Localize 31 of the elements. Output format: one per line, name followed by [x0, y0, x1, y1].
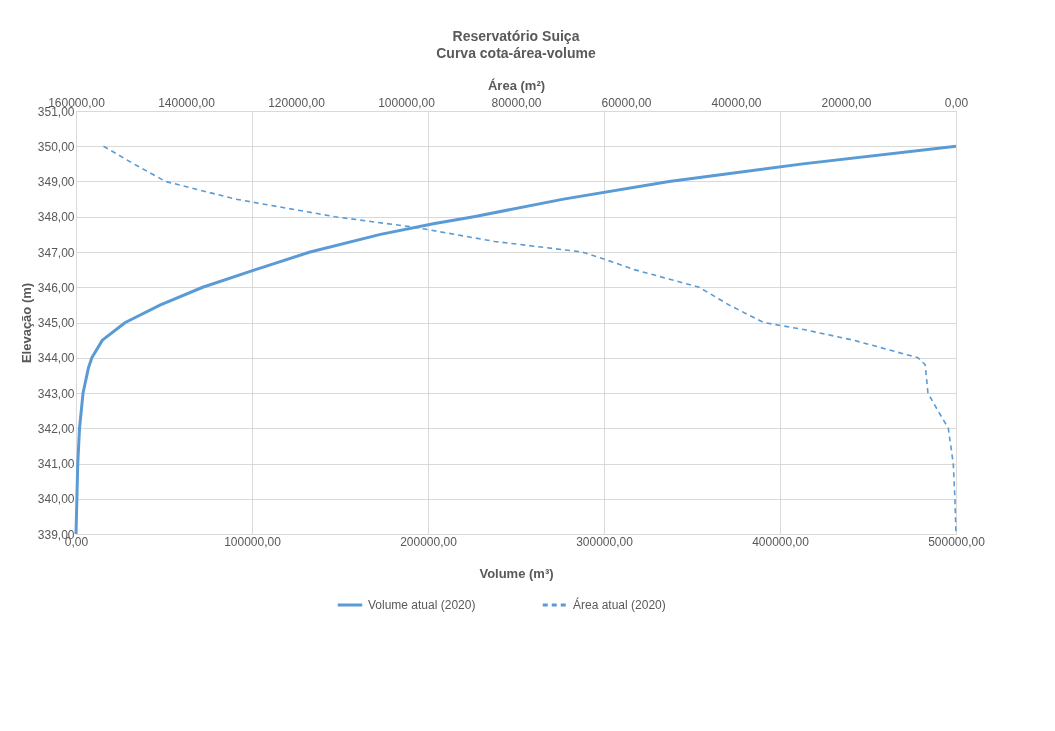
x-axis-title: Volume (m³) [479, 565, 554, 581]
x2-tick-label: 80000,00 [491, 95, 542, 110]
legend-label: Volume atual (2020) [368, 598, 476, 612]
x2-axis-title: Área (m²) [487, 77, 546, 93]
y-tick-label: 341,00 [37, 457, 75, 471]
y-tick-label: 345,00 [37, 316, 75, 330]
chart-subtitle: Curva cota-área-volume [436, 45, 596, 61]
legend-label: Área atual (2020) [573, 597, 666, 612]
chart-title: Reservatório Suiça [452, 28, 580, 44]
y-axis-title: Elevação (m) [18, 282, 34, 364]
x2-tick-label: 120000,00 [268, 95, 326, 110]
y-tick-label: 350,00 [37, 139, 75, 154]
y-tick-label: 347,00 [37, 245, 75, 260]
y-tick-label: 348,00 [37, 210, 75, 225]
y-tick-label: 343,00 [37, 386, 75, 401]
x2-tick-label: 100000,00 [378, 95, 436, 110]
y-tick-label: 344,00 [37, 351, 75, 366]
x2-tick-label: 60000,00 [601, 95, 652, 110]
y-tick-label: 342,00 [37, 421, 75, 436]
x2-tick-label: 40000,00 [711, 95, 762, 110]
x2-tick-label: 20000,00 [821, 95, 872, 110]
x2-tick-label: 140000,00 [158, 95, 216, 110]
y-tick-label: 346,00 [37, 280, 75, 295]
x-tick-label: 300000,00 [576, 534, 634, 549]
x-tick-label: 400000,00 [752, 534, 810, 549]
x-tick-label: 200000,00 [400, 534, 458, 549]
x-tick-label: 500000,00 [928, 534, 986, 549]
y-tick-label: 349,00 [37, 175, 75, 189]
y-tick-label: 340,00 [37, 492, 75, 507]
x-tick-label: 100000,00 [224, 534, 282, 549]
x2-tick-label: 0,00 [944, 95, 969, 110]
